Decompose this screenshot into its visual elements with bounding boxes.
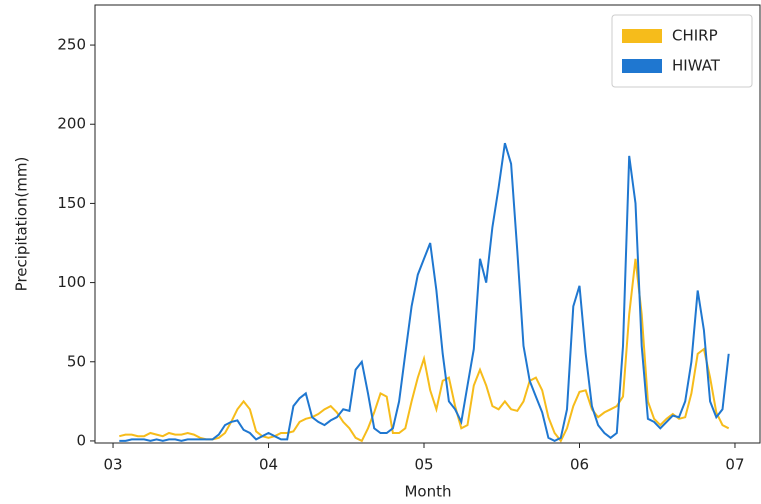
legend-label: CHIRP bbox=[672, 27, 718, 45]
y-tick-label: 150 bbox=[57, 194, 86, 212]
plot-frame bbox=[94, 4, 761, 444]
legend-swatch bbox=[622, 59, 662, 73]
x-tick-label: 06 bbox=[570, 456, 589, 474]
series-line bbox=[119, 142, 730, 443]
y-axis-label: Precipitation(mm) bbox=[13, 157, 31, 292]
x-tick-label: 03 bbox=[103, 456, 122, 474]
y-tick-label: 50 bbox=[67, 352, 86, 370]
y-tick-label: 200 bbox=[57, 115, 86, 133]
y-tick-label: 100 bbox=[57, 273, 86, 291]
series-line bbox=[119, 258, 730, 443]
x-tick-label: 04 bbox=[259, 456, 278, 474]
legend-label: HIWAT bbox=[672, 57, 721, 75]
legend-swatch bbox=[622, 29, 662, 43]
y-tick-label: 0 bbox=[76, 431, 86, 449]
x-tick-label: 05 bbox=[414, 456, 433, 474]
x-tick-label: 07 bbox=[725, 456, 744, 474]
y-tick-label: 250 bbox=[57, 36, 86, 54]
x-axis-label: Month bbox=[404, 483, 451, 501]
